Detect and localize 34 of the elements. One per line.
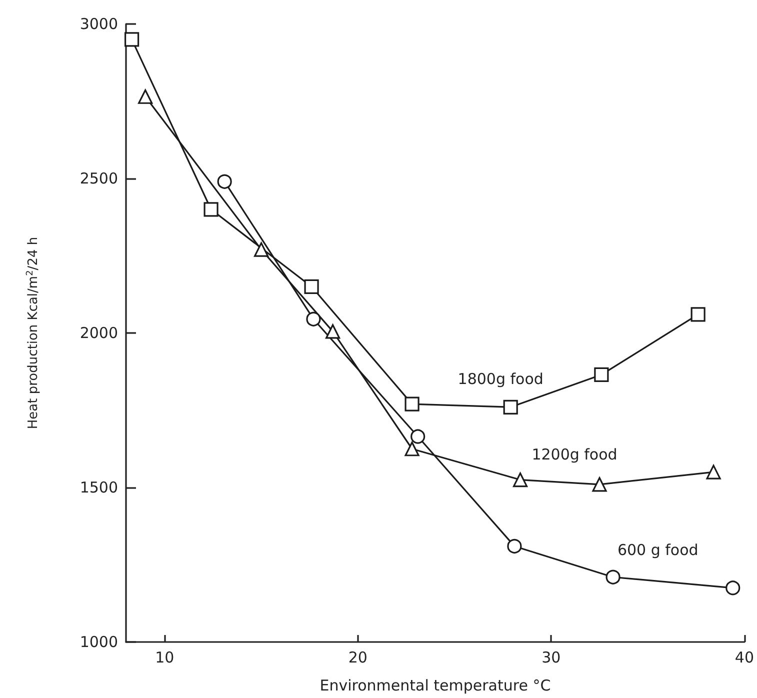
point — [325, 324, 340, 339]
point — [726, 580, 740, 596]
x-tick-label: 40 — [734, 648, 754, 666]
point — [594, 367, 609, 382]
point — [306, 312, 321, 326]
point — [690, 307, 706, 322]
y-tick-label: 1000 — [80, 633, 118, 651]
series-label: 1200g food — [532, 445, 618, 464]
point — [512, 472, 528, 488]
point — [507, 538, 522, 554]
point — [592, 477, 607, 492]
x-tick-label: 20 — [348, 648, 368, 666]
point — [404, 442, 420, 456]
y-tick-label: 2500 — [80, 170, 118, 188]
point — [217, 174, 232, 189]
point — [410, 429, 426, 444]
point — [304, 279, 319, 294]
point — [606, 570, 620, 584]
point — [503, 400, 518, 414]
x-axis-title: Environmental temperature °C — [320, 676, 551, 694]
y-tick-label: 2000 — [80, 324, 118, 342]
series-label: 1800g food — [458, 370, 544, 388]
y-axis-title: Heat production Kcal/m2/24 h — [26, 236, 41, 430]
point — [404, 396, 420, 412]
x-tick-label: 10 — [155, 648, 174, 666]
point — [204, 202, 218, 217]
point — [138, 89, 153, 104]
x-tick-label: 30 — [542, 648, 561, 666]
y-tick-label: 3000 — [80, 15, 118, 33]
point — [254, 242, 269, 257]
y-tick-label: 1500 — [80, 478, 118, 496]
point — [706, 464, 721, 480]
series-label: 600 g food — [617, 540, 698, 559]
point — [124, 32, 140, 47]
